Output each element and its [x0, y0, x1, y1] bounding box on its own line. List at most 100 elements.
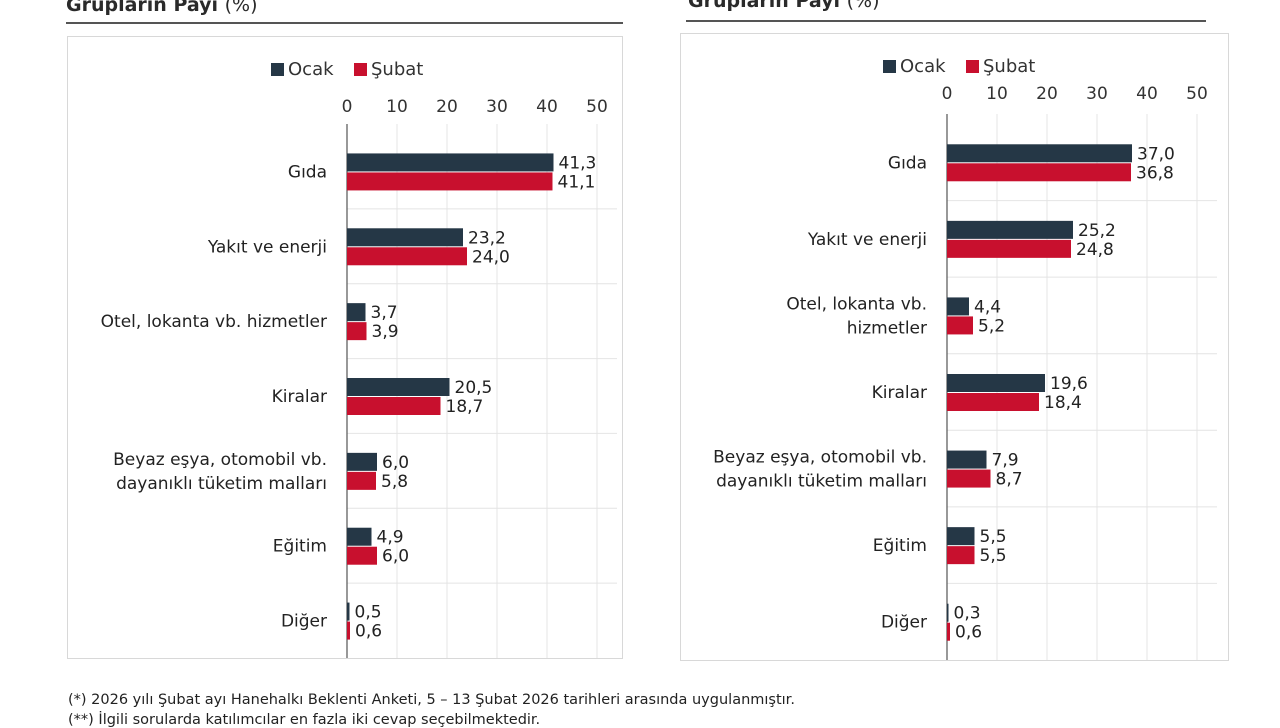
category-label: Kiralar [872, 383, 927, 403]
bar-şubat [947, 239, 1071, 258]
legend-swatch-şubat [966, 60, 979, 73]
bar-ocak [947, 527, 975, 546]
bar-value-label: 0,6 [355, 622, 382, 642]
chart-title-left: Grupların Payı (%) [66, 0, 258, 16]
bar-value-label: 5,5 [980, 527, 1007, 547]
title-text: Grupların Payı [66, 0, 218, 16]
bar-ocak [347, 527, 372, 546]
bar-ocak [947, 450, 987, 469]
x-tick-label: 10 [386, 97, 408, 117]
bar-value-label: 6,0 [382, 453, 409, 473]
legend-swatch-ocak [271, 63, 284, 76]
title-unit: (%) [224, 0, 258, 16]
x-tick-label: 0 [942, 84, 953, 104]
legend-label: Ocak [288, 59, 334, 80]
bar-şubat [347, 322, 367, 341]
bar-şubat [947, 622, 950, 641]
bar-ocak [947, 603, 949, 622]
x-tick-label: 50 [1186, 84, 1208, 104]
legend-label: Şubat [983, 56, 1035, 77]
bar-value-label: 20,5 [455, 378, 493, 398]
category-label: Gıda [888, 153, 927, 173]
x-tick-label: 20 [436, 97, 458, 117]
bar-value-label: 8,7 [996, 470, 1023, 490]
category-label: Eğitim [873, 536, 927, 556]
bar-şubat [947, 393, 1039, 411]
bar-value-label: 18,4 [1044, 393, 1082, 413]
category-label: Beyaz eşya, otomobil vb. [113, 450, 327, 470]
chart-title-right: Grupların Payı (%) [688, 0, 880, 12]
title-rule-right [686, 20, 1206, 22]
footnote-2: (**) İlgili sorularda katılımcılar en fa… [68, 712, 541, 728]
bar-şubat [947, 546, 975, 565]
category-label: Diğer [881, 613, 927, 633]
category-label: hizmetler [847, 318, 927, 338]
bar-value-label: 5,2 [978, 316, 1005, 336]
bar-şubat [347, 172, 553, 191]
x-tick-label: 10 [986, 84, 1008, 104]
category-label: dayanıklı tüketim malları [116, 474, 327, 494]
bar-value-label: 5,8 [381, 472, 408, 492]
bar-value-label: 4,4 [974, 297, 1001, 317]
category-label: Kiralar [272, 387, 327, 407]
bar-value-label: 37,0 [1137, 144, 1175, 164]
chart-frame-left [67, 36, 623, 659]
legend-swatch-ocak [883, 60, 896, 73]
bar-şubat [347, 471, 376, 490]
category-label: dayanıklı tüketim malları [716, 472, 927, 492]
category-label: Beyaz eşya, otomobil vb. [713, 448, 927, 468]
title-unit: (%) [846, 0, 880, 12]
legend-label: Şubat [371, 59, 423, 80]
chart-frame-right [680, 33, 1229, 661]
bar-value-label: 36,8 [1136, 163, 1174, 183]
footnote-1: (*) 2026 yılı Şubat ayı Hanehalkı Beklen… [68, 692, 795, 708]
bar-ocak [947, 374, 1045, 392]
bar-ocak [347, 452, 377, 471]
title-rule-left [66, 22, 623, 24]
x-tick-label: 40 [536, 97, 558, 117]
category-label: Eğitim [273, 537, 327, 557]
category-label: Otel, lokanta vb. hizmetler [101, 312, 327, 332]
bar-şubat [947, 163, 1131, 182]
bar-value-label: 4,9 [377, 528, 404, 548]
bar-value-label: 25,2 [1078, 221, 1116, 241]
x-tick-label: 40 [1136, 84, 1158, 104]
x-tick-label: 30 [1086, 84, 1108, 104]
x-tick-label: 20 [1036, 84, 1058, 104]
bar-value-label: 24,8 [1076, 240, 1114, 260]
bar-şubat [947, 316, 973, 335]
bar-şubat [347, 546, 377, 565]
bar-value-label: 41,3 [559, 153, 597, 173]
bar-value-label: 41,1 [558, 172, 596, 192]
bar-value-label: 18,7 [446, 397, 484, 417]
bar-value-label: 3,9 [372, 322, 399, 342]
bar-value-label: 19,6 [1050, 374, 1088, 394]
bar-value-label: 0,5 [355, 603, 382, 623]
bar-value-label: 23,2 [468, 228, 506, 248]
bar-şubat [347, 247, 467, 266]
legend-label: Ocak [900, 56, 946, 77]
bar-value-label: 24,0 [472, 247, 510, 267]
bar-şubat [947, 469, 991, 488]
bar-ocak [347, 602, 350, 621]
category-label: Diğer [281, 612, 327, 632]
x-tick-label: 0 [342, 97, 353, 117]
title-text: Grupların Payı [688, 0, 840, 12]
category-label: Otel, lokanta vb. [786, 294, 927, 314]
legend-swatch-şubat [354, 63, 367, 76]
bar-şubat [347, 397, 441, 415]
bar-ocak [347, 228, 463, 247]
x-tick-label: 50 [586, 97, 608, 117]
bar-şubat [347, 621, 350, 640]
bar-ocak [947, 297, 969, 316]
category-label: Gıda [288, 162, 327, 182]
bar-value-label: 0,3 [954, 604, 981, 624]
bar-value-label: 6,0 [382, 547, 409, 567]
bar-ocak [347, 153, 554, 172]
x-tick-label: 30 [486, 97, 508, 117]
category-label: Yakıt ve enerji [807, 230, 927, 250]
bar-ocak [347, 378, 450, 396]
category-label: Yakıt ve enerji [207, 237, 327, 257]
